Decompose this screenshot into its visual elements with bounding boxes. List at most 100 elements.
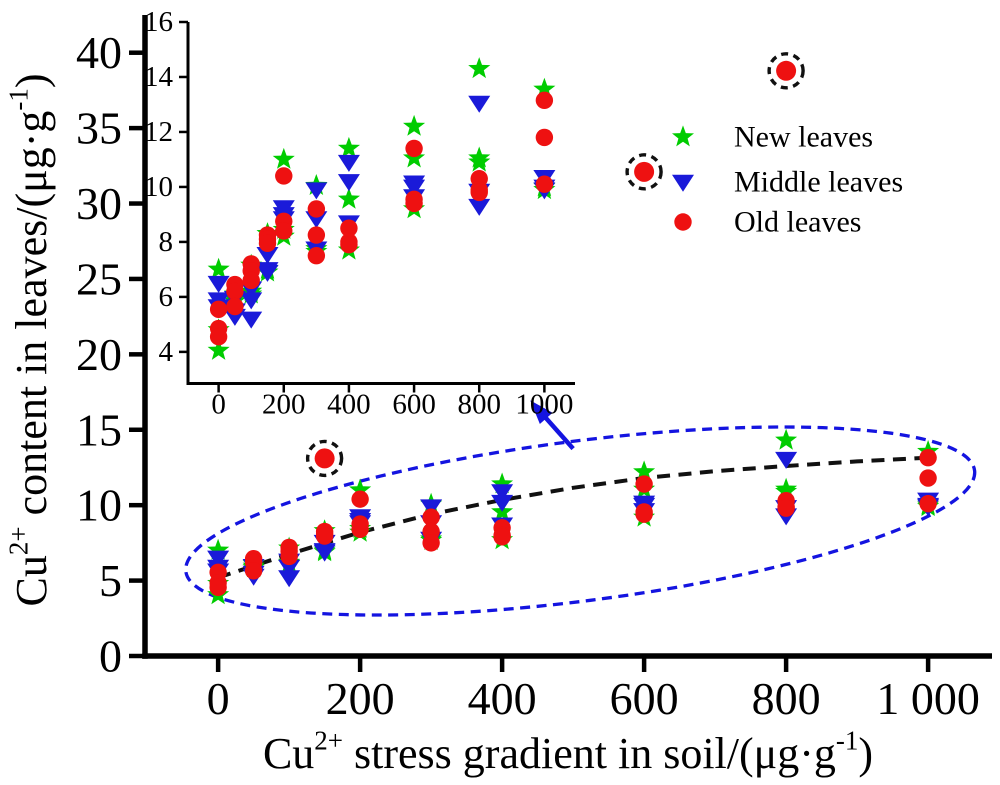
x-tick-label: 200 xyxy=(262,389,306,421)
data-point-old-leaves xyxy=(405,139,423,158)
y-tick-label: 6 xyxy=(159,281,174,313)
data-point-old-leaves xyxy=(351,490,369,508)
data-point-old-leaves xyxy=(275,167,293,185)
data-point-middle-leaves xyxy=(468,198,491,216)
data-point-old-leaves xyxy=(493,528,511,546)
data-point-old-leaves xyxy=(226,297,244,316)
outlier-dashed-circle xyxy=(305,439,344,478)
data-point-old-leaves xyxy=(777,499,795,517)
data-point-new-leaves xyxy=(337,187,360,209)
x-tick-label: 600 xyxy=(392,389,436,421)
data-point-new-leaves xyxy=(207,338,230,360)
data-point-old-leaves xyxy=(244,562,263,580)
data-points-inset xyxy=(207,57,556,360)
data-point-middle-leaves xyxy=(775,451,798,469)
data-point-old-leaves xyxy=(275,222,293,240)
data-point-new-leaves xyxy=(207,538,230,560)
data-point-middle-leaves xyxy=(207,550,230,568)
data-point-old-leaves xyxy=(919,448,937,467)
data-point-new-leaves xyxy=(337,136,360,158)
outlier-dashed-circle xyxy=(767,52,805,90)
legend: New leaves Middle leaves Old leaves xyxy=(672,121,903,239)
data-point-new-leaves xyxy=(775,480,798,501)
data-point-middle-leaves xyxy=(468,95,491,113)
data-points-main xyxy=(207,428,940,605)
legend-marker-new-leaves xyxy=(672,125,694,147)
x-tick-label: 1 000 xyxy=(876,673,980,724)
data-point-new-leaves xyxy=(775,428,798,450)
data-point-new-leaves xyxy=(403,114,426,136)
data-point-old-leaves xyxy=(422,534,440,552)
data-point-old-leaves xyxy=(258,234,277,252)
y-tick-label: 16 xyxy=(144,6,173,38)
data-point-old-leaves xyxy=(307,226,326,244)
y-tick-label: 4 xyxy=(159,336,174,368)
data-point-old-leaves xyxy=(209,578,227,597)
data-point-old-leaves xyxy=(470,183,488,202)
data-point-middle-leaves xyxy=(305,182,328,200)
data-point-new-leaves xyxy=(633,460,656,482)
data-point-old-leaves xyxy=(535,128,554,147)
outlier-dashed-circle xyxy=(625,153,663,191)
x-tick-label: 1000 xyxy=(515,389,573,421)
data-point-old-leaves xyxy=(340,219,358,237)
y-tick-label: 40 xyxy=(76,27,122,78)
data-point-old-leaves xyxy=(307,246,326,265)
data-point-old-leaves xyxy=(242,271,260,290)
data-point-middle-leaves xyxy=(207,275,230,293)
data-point-old-leaves xyxy=(315,527,334,545)
data-point-old-leaves xyxy=(340,235,358,254)
y-tick-label: 12 xyxy=(144,116,173,148)
data-point-middle-leaves xyxy=(240,292,263,310)
data-point-old-leaves xyxy=(422,508,440,526)
legend-marker-old-leaves xyxy=(674,213,692,231)
y-tick-label: 25 xyxy=(76,253,122,304)
axis-titles: Cu2+ stress gradient in soil/(μg·g-1) Cu2… xyxy=(4,73,874,778)
data-point-old-leaves xyxy=(226,282,244,301)
data-point-old-leaves xyxy=(209,300,228,318)
data-point-new-leaves xyxy=(491,472,514,494)
data-point-old-leaves xyxy=(351,520,369,539)
data-point-middle-leaves xyxy=(240,311,263,329)
data-point-new-leaves xyxy=(349,478,372,500)
data-point-old-leaves xyxy=(919,469,937,487)
data-point-new-leaves xyxy=(272,147,295,169)
y-tick-label: 0 xyxy=(99,631,122,682)
data-point-old-leaves xyxy=(280,547,298,566)
y-axis-title: Cu2+ content in leaves/(μg·g-1) xyxy=(4,73,57,606)
outlier-point xyxy=(776,60,797,81)
data-point-new-leaves xyxy=(207,257,230,279)
x-tick-label: 800 xyxy=(457,389,501,421)
y-tick-label: 8 xyxy=(159,226,174,258)
x-tick-label: 400 xyxy=(327,389,371,421)
y-tick-label: 5 xyxy=(99,555,122,606)
data-point-new-leaves xyxy=(468,150,491,172)
cluster-ellipse-path xyxy=(184,425,977,617)
data-point-new-leaves xyxy=(468,57,491,79)
x-tick-label: 200 xyxy=(326,673,395,724)
zoom-arrow xyxy=(530,400,575,451)
y-tick-label: 14 xyxy=(144,61,174,93)
y-tick-label: 35 xyxy=(76,103,122,154)
data-point-old-leaves xyxy=(405,194,423,213)
data-point-middle-leaves xyxy=(256,264,279,282)
outlier-point xyxy=(314,448,335,469)
data-point-middle-leaves xyxy=(256,246,279,264)
data-point-old-leaves xyxy=(535,91,554,110)
legend-label-old-leaves: Old leaves xyxy=(734,206,861,239)
x-tick-label: 0 xyxy=(211,389,226,421)
data-point-middle-leaves xyxy=(420,499,443,517)
outlier-point xyxy=(634,161,655,182)
data-point-old-leaves xyxy=(635,475,653,493)
data-point-middle-leaves xyxy=(403,179,426,197)
y-tick-label: 20 xyxy=(76,329,122,380)
data-point-old-leaves xyxy=(919,494,937,513)
data-point-middle-leaves xyxy=(337,154,360,172)
legend-label-middle-leaves: Middle leaves xyxy=(734,166,903,199)
data-point-middle-leaves xyxy=(491,484,514,502)
y-tick-label: 15 xyxy=(76,404,122,455)
trend-line-path xyxy=(217,455,929,580)
x-tick-label: 400 xyxy=(468,673,537,724)
data-point-old-leaves xyxy=(307,200,326,218)
